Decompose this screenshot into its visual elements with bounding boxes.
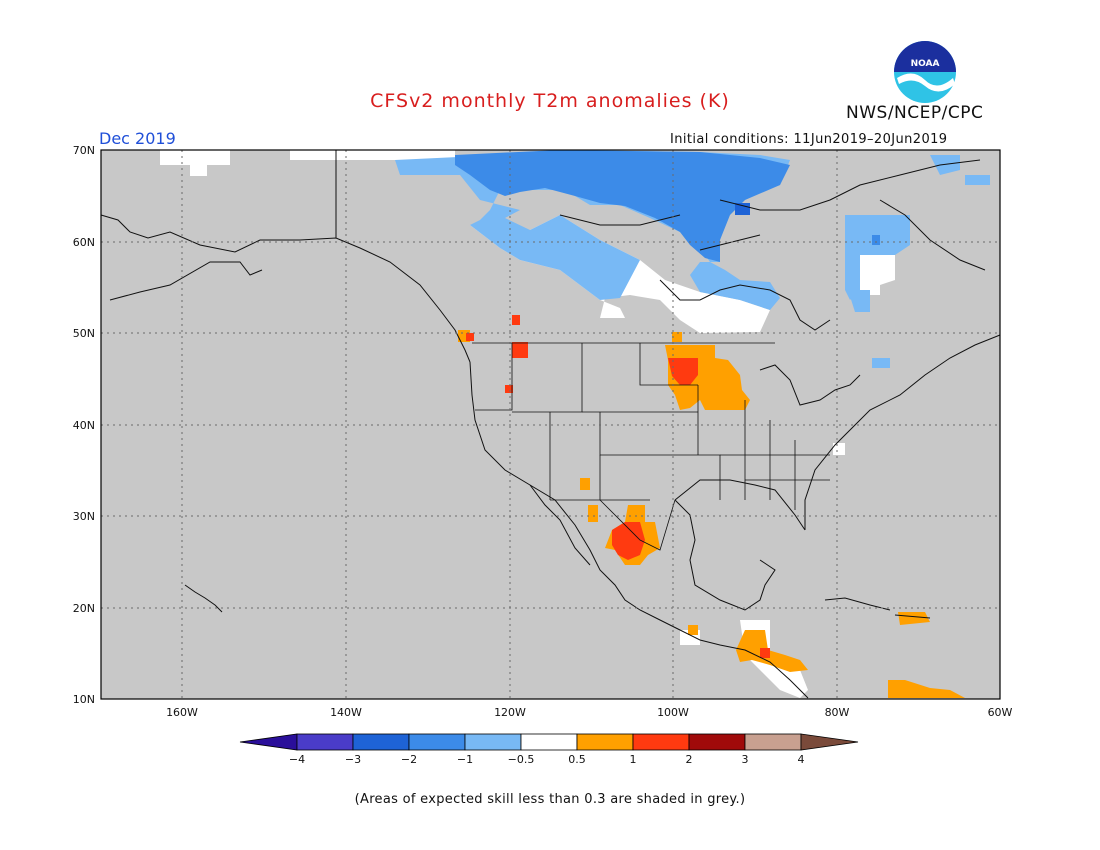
latitude-axis: 70N 60N 50N 40N 30N 20N 10N xyxy=(73,144,95,706)
colorbar-tick: 2 xyxy=(686,753,693,766)
skill-note: (Areas of expected skill less than 0.3 a… xyxy=(354,792,746,807)
colorbar-segment xyxy=(464,733,522,751)
lat-tick-label: 30N xyxy=(73,510,95,523)
colorbar-tick: 1 xyxy=(630,753,637,766)
colorbar xyxy=(239,733,859,751)
colorbar-segment xyxy=(632,733,690,751)
longitude-axis: 160W 140W 120W 100W 80W 60W xyxy=(166,706,1012,719)
lat-tick-label: 20N xyxy=(73,602,95,615)
colorbar-tick: −3 xyxy=(345,753,361,766)
colorbar-tick: 0.5 xyxy=(568,753,586,766)
lon-tick-label: 60W xyxy=(988,706,1013,719)
lat-tick-label: 70N xyxy=(73,144,95,157)
colorbar-tick: −4 xyxy=(289,753,305,766)
colorbar-tick: 4 xyxy=(798,753,805,766)
colorbar-segment xyxy=(352,733,410,751)
target-month-label: Dec 2019 xyxy=(99,129,176,148)
colorbar-tick: −1 xyxy=(457,753,473,766)
agency-label: NWS/NCEP/CPC xyxy=(846,103,984,123)
colorbar-segment xyxy=(744,733,802,751)
map-frame xyxy=(100,149,1001,700)
colorbar-tick: −2 xyxy=(401,753,417,766)
chart-title: CFSv2 monthly T2m anomalies (K) xyxy=(370,90,730,112)
colorbar-min-arrow xyxy=(239,733,298,751)
anomaly-patches xyxy=(160,150,990,698)
colorbar-segment xyxy=(688,733,746,751)
colorbar-segment xyxy=(408,733,466,751)
coastlines xyxy=(100,150,1001,699)
political-borders xyxy=(472,342,830,551)
initial-conditions-label: Initial conditions: 11Jun2019–20Jun2019 xyxy=(670,132,948,147)
colorbar-segment xyxy=(520,733,578,751)
svg-text:NOAA: NOAA xyxy=(911,59,940,69)
colorbar-tick: 3 xyxy=(742,753,749,766)
colorbar-tick-labels: −4 −3 −2 −1 −0.5 0.5 1 2 3 4 xyxy=(289,753,805,766)
lat-tick-label: 50N xyxy=(73,327,95,340)
lat-tick-label: 40N xyxy=(73,419,95,432)
colorbar-max-arrow xyxy=(800,733,859,751)
noaa-logo-icon: NOAA xyxy=(894,41,956,103)
lon-tick-label: 80W xyxy=(825,706,850,719)
colorbar-segment xyxy=(296,733,354,751)
lat-tick-label: 10N xyxy=(73,693,95,706)
lon-tick-label: 100W xyxy=(657,706,689,719)
lon-tick-label: 160W xyxy=(166,706,198,719)
lat-tick-label: 60N xyxy=(73,236,95,249)
graticule xyxy=(101,150,1000,699)
colorbar-segment xyxy=(576,733,634,751)
lon-tick-label: 140W xyxy=(330,706,362,719)
colorbar-tick: −0.5 xyxy=(508,753,535,766)
lon-tick-label: 120W xyxy=(494,706,526,719)
